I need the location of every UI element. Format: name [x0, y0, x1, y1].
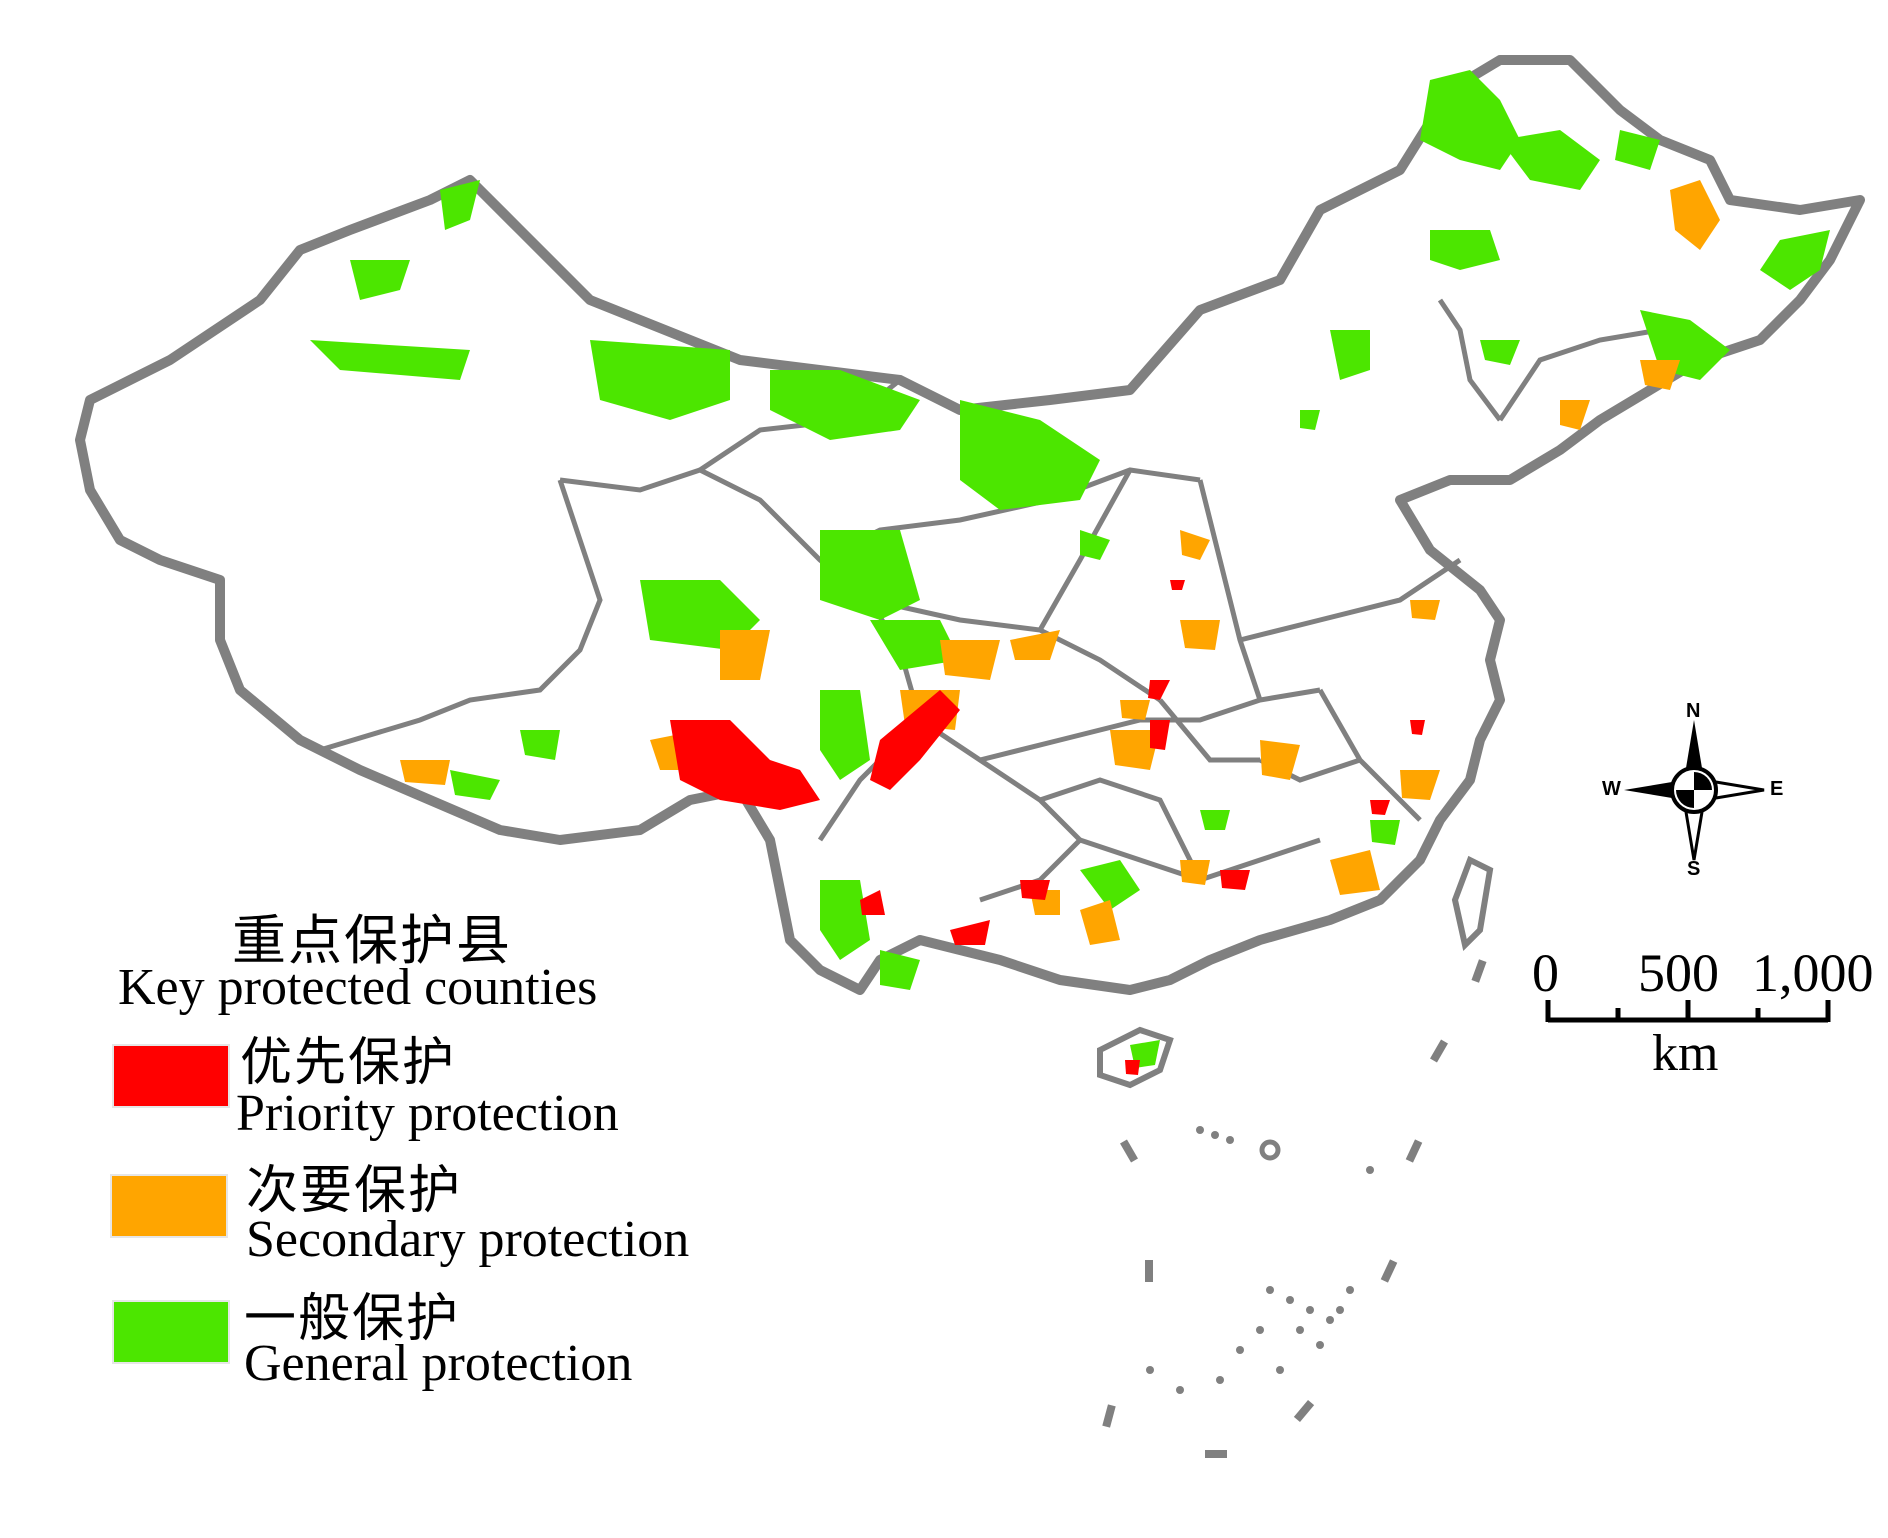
south-sea-islands — [1102, 959, 1487, 1458]
compass-west: W — [1602, 778, 1621, 800]
compass-south: S — [1687, 858, 1701, 880]
legend-label-secondary-cn: 次要保护 — [246, 1163, 463, 1220]
legend-label-priority-en: Priority protection — [236, 1085, 619, 1142]
scale-bar-graphic — [1545, 1000, 1831, 1023]
taiwan-island — [1451, 855, 1494, 951]
scale-tick-500: 500 — [1638, 943, 1719, 1003]
legend-label-general-en: General protection — [244, 1335, 633, 1392]
compass-east: E — [1770, 778, 1784, 800]
secondary-protection-areas — [400, 180, 1720, 945]
legend-label-secondary-en: Secondary protection — [246, 1211, 690, 1268]
legend-swatch-priority — [112, 1044, 230, 1108]
legend-title-en: Key protected counties — [118, 959, 598, 1016]
priority-protection-areas — [670, 580, 1425, 1075]
country-outline — [75, 55, 1865, 995]
scale-tick-0: 0 — [1532, 943, 1559, 1003]
north-arrow — [1624, 720, 1765, 861]
legend-swatch-secondary — [110, 1174, 228, 1238]
scale-unit: km — [1652, 1025, 1719, 1082]
legend-label-priority-cn: 优先保护 — [240, 1035, 457, 1092]
legend-label-general-cn: 一般保护 — [244, 1291, 461, 1348]
compass-north: N — [1686, 700, 1701, 722]
scale-tick-1000: 1,000 — [1752, 943, 1874, 1003]
general-protection-areas — [310, 70, 1830, 1068]
legend-title-cn: 重点保护县 — [232, 911, 512, 971]
legend-swatch-general — [112, 1300, 230, 1364]
